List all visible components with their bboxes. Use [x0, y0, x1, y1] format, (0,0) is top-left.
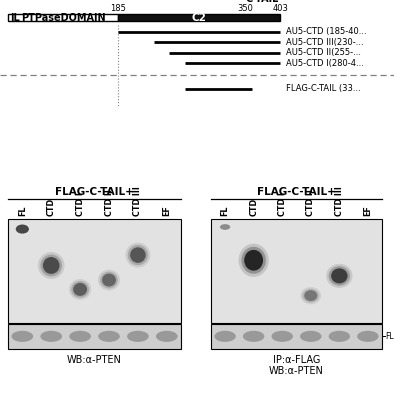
Ellipse shape: [127, 331, 149, 342]
Ellipse shape: [326, 264, 353, 288]
Text: AU5-CTD I(280-4...: AU5-CTD I(280-4...: [286, 59, 364, 68]
Ellipse shape: [69, 331, 91, 342]
Text: CTD I: CTD I: [76, 191, 85, 216]
Text: CTD: CTD: [249, 197, 258, 216]
Text: CTD II: CTD II: [306, 189, 315, 216]
Text: IP:α-FLAG
WB:α-PTEN: IP:α-FLAG WB:α-PTEN: [269, 355, 324, 376]
Text: FLAG-C-TAIL+: FLAG-C-TAIL+: [257, 187, 336, 197]
Ellipse shape: [11, 331, 33, 342]
Bar: [8, 324, 181, 349]
Bar: [118, 14, 280, 21]
Ellipse shape: [43, 257, 59, 274]
Text: WB:α-PTEN: WB:α-PTEN: [67, 355, 122, 364]
Ellipse shape: [102, 273, 116, 286]
Text: FLA: FLA: [386, 332, 394, 341]
Ellipse shape: [243, 331, 264, 342]
Bar: [211, 219, 382, 323]
Text: AU5-CTD III(230-...: AU5-CTD III(230-...: [286, 38, 363, 46]
Text: 185: 185: [110, 4, 126, 13]
Ellipse shape: [302, 288, 319, 303]
Text: 350: 350: [238, 4, 253, 13]
Ellipse shape: [300, 331, 322, 342]
Ellipse shape: [220, 224, 230, 230]
Text: C-TAIL: C-TAIL: [245, 0, 279, 4]
Ellipse shape: [357, 331, 379, 342]
Text: AU5-CTD (185-40...: AU5-CTD (185-40...: [286, 27, 366, 36]
Text: FLAG-C-TAIL (33...: FLAG-C-TAIL (33...: [286, 84, 361, 93]
Text: EF: EF: [363, 205, 372, 216]
Ellipse shape: [304, 290, 317, 301]
Ellipse shape: [38, 252, 65, 279]
Ellipse shape: [125, 243, 151, 268]
Text: CTD I: CTD I: [278, 191, 287, 216]
Text: AU5-CTD II(255-...: AU5-CTD II(255-...: [286, 48, 361, 57]
Text: EF: EF: [162, 205, 171, 216]
Ellipse shape: [271, 331, 293, 342]
Text: CTD: CTD: [47, 197, 56, 216]
Text: C2: C2: [191, 13, 206, 23]
Ellipse shape: [130, 247, 146, 263]
Ellipse shape: [238, 243, 269, 277]
Ellipse shape: [98, 331, 120, 342]
Ellipse shape: [41, 255, 62, 277]
Ellipse shape: [156, 331, 178, 342]
Ellipse shape: [16, 225, 29, 234]
Text: CTD III: CTD III: [335, 186, 344, 216]
Text: CTD III: CTD III: [134, 186, 142, 216]
Ellipse shape: [244, 250, 263, 271]
Ellipse shape: [329, 266, 350, 286]
Ellipse shape: [329, 331, 350, 342]
Ellipse shape: [242, 247, 266, 274]
Ellipse shape: [331, 268, 348, 283]
Ellipse shape: [128, 245, 148, 265]
Ellipse shape: [73, 283, 87, 296]
Bar: [8, 14, 118, 21]
Ellipse shape: [300, 287, 321, 305]
Text: CTD II: CTD II: [104, 189, 113, 216]
Ellipse shape: [40, 331, 62, 342]
Ellipse shape: [69, 279, 91, 300]
Ellipse shape: [98, 269, 120, 290]
Text: FL: FL: [18, 205, 27, 216]
Text: FL: FL: [221, 205, 230, 216]
Text: PTPaseDOMAIN: PTPaseDOMAIN: [21, 13, 105, 23]
Text: IL: IL: [10, 13, 20, 23]
Bar: [8, 219, 181, 323]
Ellipse shape: [100, 271, 118, 288]
Ellipse shape: [214, 331, 236, 342]
Ellipse shape: [71, 281, 89, 298]
Text: 403: 403: [273, 4, 288, 13]
Text: FLAG-C-TAIL+: FLAG-C-TAIL+: [55, 187, 134, 197]
Bar: [211, 324, 382, 349]
